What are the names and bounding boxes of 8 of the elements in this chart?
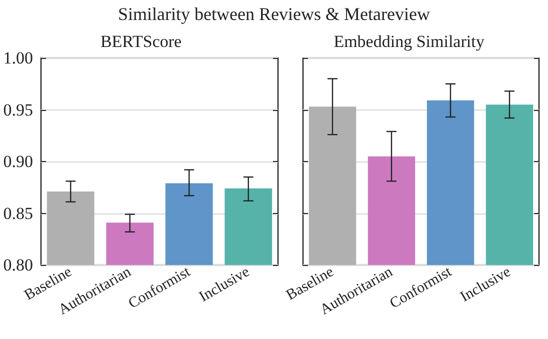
y-tick-label: 0.95 <box>3 100 33 120</box>
y-tick-label: 0.85 <box>3 204 33 223</box>
y-tick-label: 0.90 <box>3 152 33 171</box>
chart-title: BERTScore <box>100 32 182 51</box>
y-tick-label: 0.80 <box>3 256 33 274</box>
y-tick-label: 1.00 <box>3 48 33 68</box>
text: Similarity between Reviews & Metareview <box>117 4 431 25</box>
chart-title: Embedding Similarity <box>334 32 485 51</box>
